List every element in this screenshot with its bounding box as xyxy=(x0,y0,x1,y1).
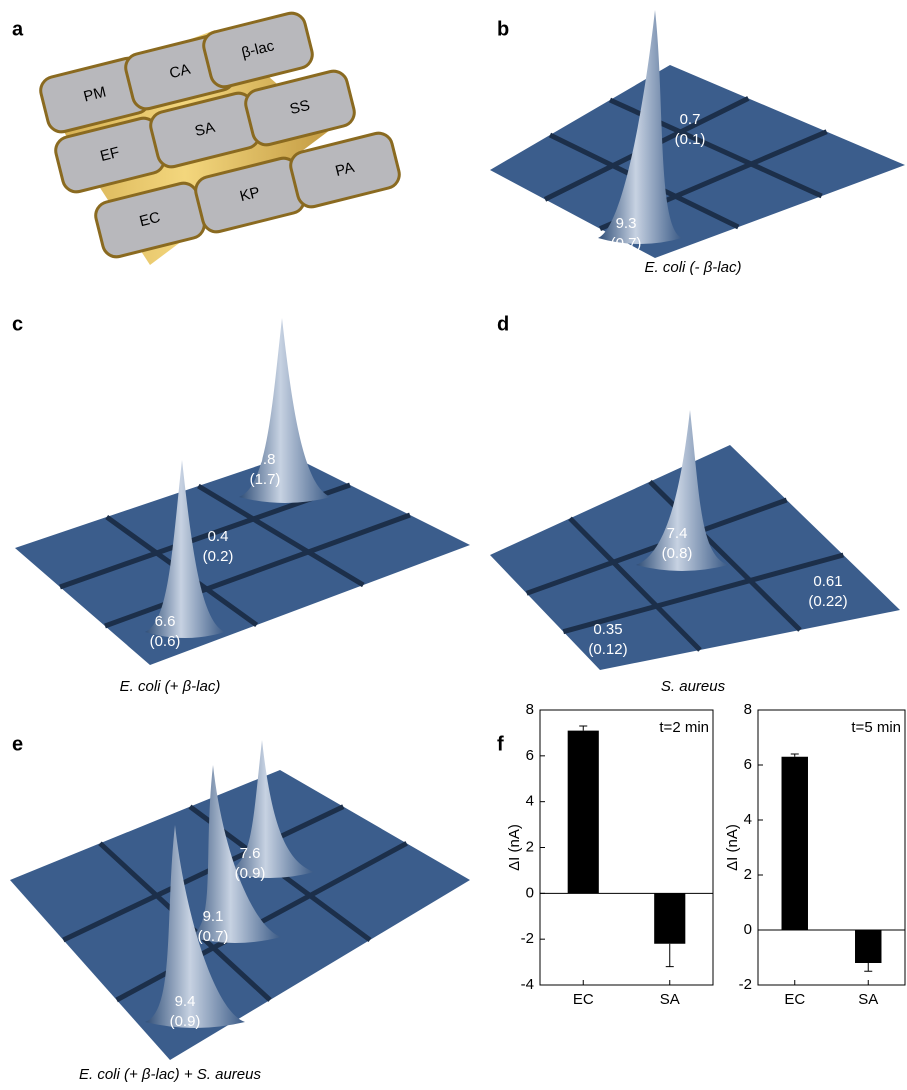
peak-sd: (1.7) xyxy=(250,471,281,488)
x-tick-label: SA xyxy=(660,991,680,1008)
peak-sd: (0.9) xyxy=(235,865,266,882)
y-tick-label: 8 xyxy=(526,701,534,718)
peak-sd: (0.7) xyxy=(611,235,642,252)
y-tick-label: 8 xyxy=(744,701,752,718)
y-tick-label: -2 xyxy=(521,930,534,947)
panel-caption: E. coli (- β-lac) xyxy=(645,259,742,276)
bar xyxy=(568,731,599,894)
y-tick-label: -2 xyxy=(739,976,752,993)
figure: abcdefPMCAβ-lacEFSASSECKPPA9.3(0.7)0.7(0… xyxy=(0,0,907,1090)
annotation: t=2 min xyxy=(659,719,709,736)
panel-letter: f xyxy=(497,733,504,755)
y-tick-label: -4 xyxy=(521,976,534,993)
y-tick-label: 6 xyxy=(744,756,752,773)
x-tick-label: SA xyxy=(858,991,878,1008)
annotation: t=5 min xyxy=(851,719,901,736)
y-tick-label: 4 xyxy=(526,793,534,810)
peak-sd: (0.9) xyxy=(170,1013,201,1030)
y-tick-label: 6 xyxy=(526,747,534,764)
x-tick-label: EC xyxy=(573,991,594,1008)
y-axis-label: ΔI (nA) xyxy=(724,824,741,871)
peak-value: 7.6 xyxy=(240,845,261,862)
y-tick-label: 0 xyxy=(744,921,752,938)
y-axis-label: ΔI (nA) xyxy=(506,824,523,871)
plot-frame xyxy=(540,710,713,985)
peak-value: 9.3 xyxy=(616,215,637,232)
peak-value: 0.61 xyxy=(813,573,842,590)
peak-sd: (0.1) xyxy=(675,131,706,148)
error-bar xyxy=(791,754,799,757)
bar xyxy=(654,893,685,943)
panel-letter: d xyxy=(497,313,509,335)
y-tick-label: 2 xyxy=(744,866,752,883)
y-tick-label: 4 xyxy=(744,811,752,828)
peak-value: 0.7 xyxy=(680,111,701,128)
x-tick-label: EC xyxy=(784,991,805,1008)
panel-letter: c xyxy=(12,313,23,335)
peak-value: 7.4 xyxy=(667,525,688,542)
peak-sd: (0.12) xyxy=(588,641,627,658)
panel-letter: e xyxy=(12,733,23,755)
peak-sd: (0.22) xyxy=(808,593,847,610)
surface-plane xyxy=(15,455,470,665)
peak-value: 0.4 xyxy=(208,528,229,545)
panel-letter: b xyxy=(497,18,509,40)
surface-plane xyxy=(490,65,905,258)
error-bar xyxy=(864,963,872,971)
error-bar xyxy=(666,944,674,967)
peak-value: 0.35 xyxy=(593,621,622,638)
peak-value: 6.6 xyxy=(155,613,176,630)
peak-sd: (0.7) xyxy=(198,928,229,945)
bar xyxy=(855,930,881,963)
panel-caption: E. coli (+ β-lac) xyxy=(120,678,221,695)
bar xyxy=(782,757,808,930)
peak-sd: (0.8) xyxy=(662,545,693,562)
panel-caption: S. aureus xyxy=(661,678,726,695)
error-bar xyxy=(579,726,587,731)
y-tick-label: 0 xyxy=(526,884,534,901)
peak-sd: (0.6) xyxy=(150,633,181,650)
peak-sd: (0.2) xyxy=(203,548,234,565)
peak-value: 9.1 xyxy=(203,908,224,925)
peak-value: 9.8 xyxy=(255,451,276,468)
panel-letter: a xyxy=(12,18,24,40)
y-tick-label: 2 xyxy=(526,838,534,855)
plot-frame xyxy=(758,710,905,985)
panel-caption: E. coli (+ β-lac) + S. aureus xyxy=(79,1066,261,1083)
peak-value: 9.4 xyxy=(175,993,196,1010)
